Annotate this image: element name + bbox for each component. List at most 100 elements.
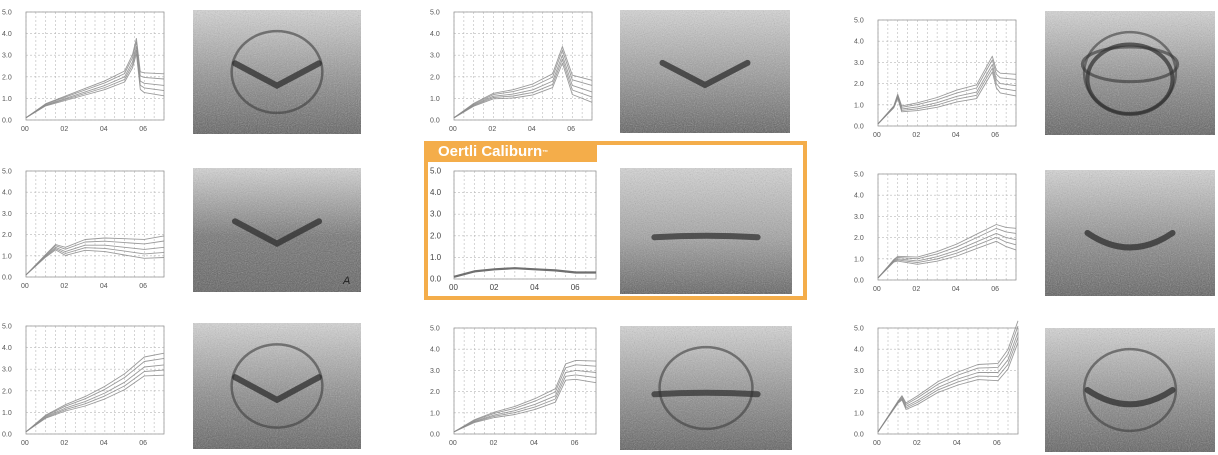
y-tick-label: 5.0 [854, 172, 864, 179]
y-tick-label: 0.0 [2, 432, 12, 439]
series-line [25, 357, 165, 433]
series-line [877, 325, 1019, 433]
force-chart-4: 0.0 1.0 2.0 3.0 4.0 5.0 00 02 04 06 [0, 165, 170, 293]
y-tick-label: 3.0 [430, 368, 440, 375]
cut-photo-8 [620, 326, 792, 450]
y-tick-label: 5.0 [430, 167, 442, 176]
plot-frame [877, 327, 1019, 435]
force-chart-8: 0.0 1.0 2.0 3.0 4.0 5.0 00 02 04 06 [428, 322, 602, 450]
photo-texture [1045, 11, 1215, 135]
plot-frame [453, 327, 597, 435]
incision-mark [651, 232, 761, 241]
series-line [453, 62, 593, 119]
y-tick-label: 3.0 [854, 214, 864, 221]
y-tick-label: 4.0 [2, 31, 12, 38]
y-tick-label: 5.0 [430, 10, 440, 17]
y-tick-label: 1.0 [430, 253, 442, 262]
x-tick-label: 06 [991, 132, 999, 139]
y-tick-label: 4.0 [430, 31, 440, 38]
x-tick-label: 06 [567, 126, 575, 133]
incision-mark [1085, 42, 1175, 116]
series-line [877, 236, 1017, 279]
incision-ring [658, 345, 754, 431]
force-chart-5-highlighted: 0.0 1.0 2.0 3.0 4.0 5.0 00 02 04 06 [428, 165, 602, 295]
photo-svg [620, 326, 792, 450]
y-tick-label: 3.0 [2, 211, 12, 218]
y-tick-label: 4.0 [430, 188, 442, 197]
plot-frame [877, 19, 1017, 127]
photo-svg [193, 10, 361, 134]
series-line [877, 320, 1019, 433]
x-tick-label: 06 [139, 126, 147, 133]
x-tick-label: 06 [993, 440, 1001, 447]
incision-inner-ring [1080, 45, 1180, 84]
series-line [877, 232, 1017, 279]
y-tick-label: 1.0 [2, 410, 12, 417]
cut-photo-7 [193, 323, 361, 449]
cut-photo-1 [193, 10, 361, 134]
incision-mark [232, 218, 322, 248]
photo-corner-mark: A [342, 275, 350, 287]
series-line [25, 244, 165, 276]
x-tick-label: 04 [100, 283, 108, 290]
x-tick-label: 06 [991, 286, 999, 293]
x-tick-label: 00 [873, 440, 881, 447]
trademark-mark: ™ [542, 150, 549, 156]
y-tick-label: 0.0 [2, 118, 12, 125]
cut-photo-9 [1045, 328, 1215, 452]
y-tick-label: 4.0 [854, 193, 864, 200]
x-tick-label: 02 [60, 283, 68, 290]
force-chart-9: 0.0 1.0 2.0 3.0 4.0 5.0 00 02 04 06 [852, 320, 1024, 450]
y-tick-label: 2.0 [2, 388, 12, 395]
photo-svg [1045, 170, 1215, 296]
x-tick-label: 02 [60, 440, 68, 447]
incision-ring [230, 29, 324, 115]
chart-svg: 0.0 1.0 2.0 3.0 4.0 5.0 00 02 04 06 [854, 320, 1019, 447]
series-line [25, 369, 165, 433]
y-tick-label: 0.0 [854, 432, 864, 439]
chart-svg: 0.0 1.0 2.0 3.0 4.0 5.0 00 02 04 06 [2, 10, 165, 133]
photo-texture [620, 168, 792, 294]
x-tick-label: 04 [952, 132, 960, 139]
photo-texture [1045, 170, 1215, 296]
x-tick-label: 06 [139, 440, 147, 447]
incision-mark [1084, 230, 1176, 251]
series-line [453, 369, 597, 433]
series-line [25, 240, 165, 276]
y-tick-label: 0.0 [2, 275, 12, 282]
series-line [453, 49, 593, 119]
series-line [877, 332, 1019, 433]
y-tick-label: 5.0 [430, 326, 440, 333]
series-line [25, 46, 165, 119]
chart-svg: 0.0 1.0 2.0 3.0 4.0 5.0 00 02 04 06 [430, 326, 597, 447]
series-line [877, 224, 1017, 279]
photo-svg [1045, 328, 1215, 452]
incision-ring [1082, 347, 1178, 433]
cut-photo-5-highlighted [620, 168, 792, 294]
x-tick-label: 00 [21, 283, 29, 290]
highlight-frame [424, 141, 807, 300]
series-line [453, 374, 597, 433]
series-line [877, 342, 1019, 433]
cut-photo-4: A [193, 168, 361, 292]
y-tick-label: 2.0 [854, 81, 864, 88]
incision-mark [232, 374, 322, 404]
plot-frame [25, 325, 165, 435]
x-tick-label: 06 [571, 440, 579, 447]
photo-svg: A [193, 168, 361, 292]
y-tick-label: 0.0 [430, 275, 442, 284]
y-tick-label: 2.0 [854, 389, 864, 396]
y-tick-label: 2.0 [2, 232, 12, 239]
series-line [877, 337, 1019, 433]
x-tick-label: 04 [952, 286, 960, 293]
y-tick-label: 0.0 [854, 278, 864, 285]
x-tick-label: 04 [530, 283, 539, 292]
series-line [877, 240, 1017, 279]
series-line [877, 227, 1017, 279]
x-tick-label: 02 [490, 440, 498, 447]
series-line [25, 249, 165, 276]
y-tick-label: 1.0 [854, 256, 864, 263]
y-tick-label: 2.0 [430, 389, 440, 396]
x-tick-label: 02 [488, 126, 496, 133]
force-chart-7: 0.0 1.0 2.0 3.0 4.0 5.0 00 02 04 06 [0, 320, 170, 450]
